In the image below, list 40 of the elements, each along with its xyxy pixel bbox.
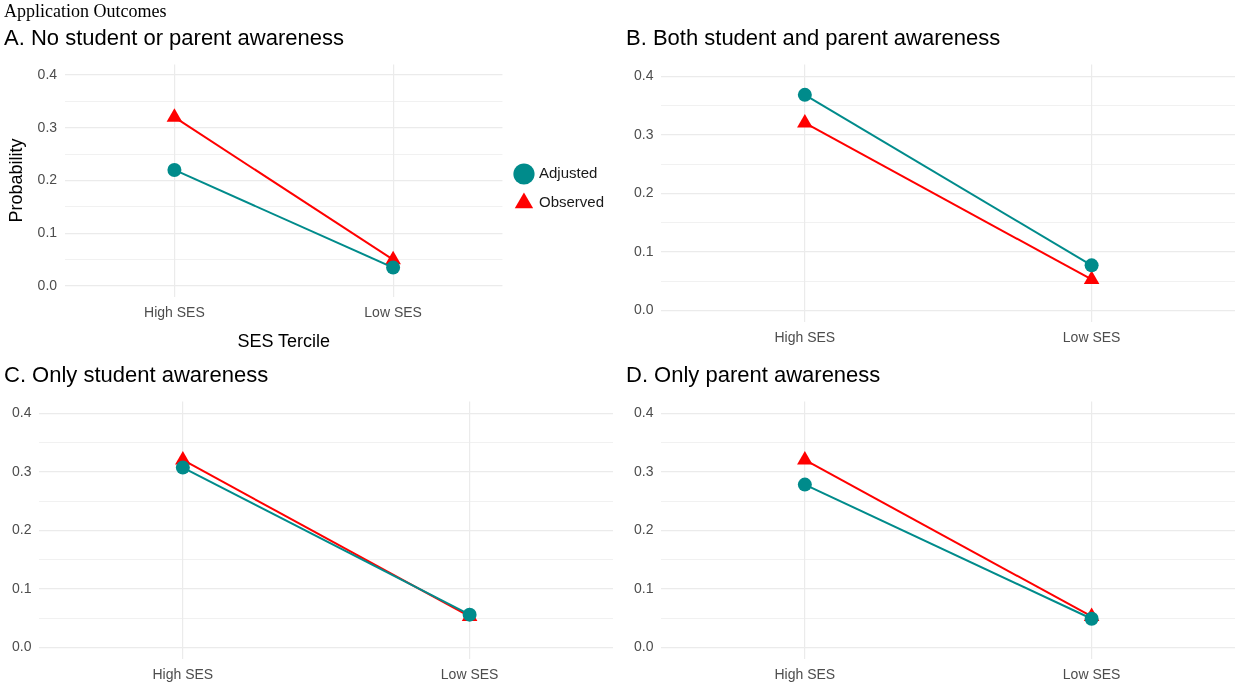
x-tick-label: High SES: [774, 329, 836, 346]
x-tick-label: Low SES: [1062, 329, 1121, 346]
y-axis-title: Probability: [5, 138, 26, 223]
chart-title: D. Only parent awareness: [626, 362, 881, 388]
y-tick-label: 0.2: [37, 171, 58, 188]
point: [797, 477, 812, 492]
legend-label: Adjusted: [538, 164, 598, 182]
y-tick-label: 0.2: [633, 521, 654, 538]
y-tick-label: 0.0: [633, 301, 654, 318]
y-tick-label: 0.0: [633, 638, 654, 655]
y-tick-label: 0.3: [633, 125, 654, 142]
y-tick-label: 0.4: [633, 66, 654, 83]
text: Application Outcomes: [4, 1, 167, 21]
x-axis-title: SES Tercile: [237, 331, 331, 352]
y-tick-label: 0.3: [633, 462, 654, 479]
y-tick-label: 0.3: [37, 118, 58, 135]
x-tick-label: Low SES: [364, 303, 422, 320]
y-tick-label: 0.0: [37, 276, 58, 293]
y-tick-label: 0.1: [37, 224, 58, 241]
y-tick-label: 0.4: [37, 65, 58, 82]
x-tick-label: High SES: [774, 666, 836, 683]
y-tick-label: 0.2: [11, 521, 32, 538]
point: [167, 162, 182, 177]
y-tick-label: 0.1: [633, 579, 654, 596]
y-tick-label: 0.4: [11, 403, 32, 420]
y-tick-label: 0.3: [11, 462, 32, 479]
x-tick-label: High SES: [144, 303, 205, 320]
y-tick-label: 0.1: [633, 242, 654, 259]
chart-title: B. Both student and parent awareness: [626, 25, 1001, 51]
legend-label: Observed: [538, 193, 605, 211]
x-tick-label: High SES: [152, 666, 214, 683]
chart-title: A. No student or parent awareness: [4, 25, 344, 51]
y-tick-label: 0.4: [633, 403, 654, 420]
point: [797, 87, 812, 102]
y-tick-label: 0.1: [11, 579, 32, 596]
chart-title: C. Only student awareness: [4, 362, 269, 388]
y-tick-label: 0.0: [11, 638, 32, 655]
x-tick-label: Low SES: [440, 666, 499, 683]
x-tick-label: Low SES: [1062, 666, 1121, 683]
y-tick-label: 0.2: [633, 184, 654, 201]
